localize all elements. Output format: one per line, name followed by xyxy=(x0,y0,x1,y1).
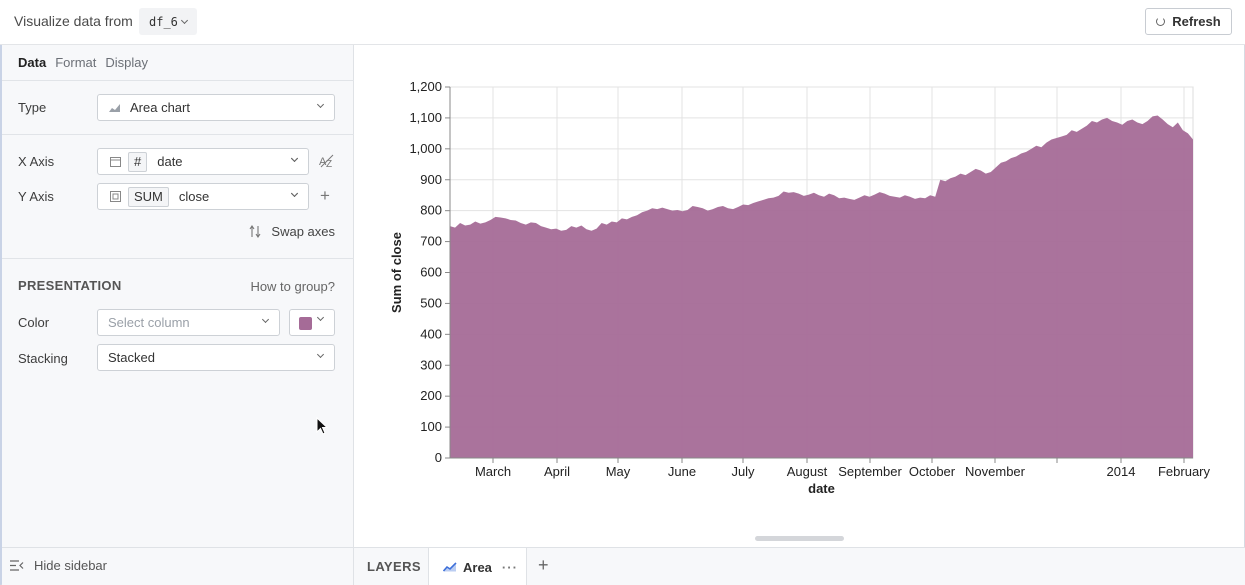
area-chart-icon xyxy=(109,103,120,112)
table-icon xyxy=(108,190,122,204)
color-column-select[interactable]: Select column xyxy=(97,309,280,336)
how-to-group-link[interactable]: How to group? xyxy=(250,279,335,294)
y-tick-label: 900 xyxy=(420,172,442,187)
x-axis-type-chip[interactable]: # xyxy=(128,151,299,172)
tab-data[interactable]: Data xyxy=(18,55,47,70)
swap-axes-button[interactable]: Swap axes xyxy=(249,224,335,239)
y-axis-label: Y Axis xyxy=(18,189,54,204)
sidebar-tabs: Data Format Display xyxy=(18,55,148,70)
y-tick-label: 600 xyxy=(420,265,442,280)
svg-text:Z: Z xyxy=(326,159,332,168)
y-tick-label: 200 xyxy=(420,388,442,403)
chevron-down-icon xyxy=(180,16,188,24)
divider xyxy=(2,134,354,135)
y-tick-label: 800 xyxy=(420,203,442,218)
y-tick-label: 300 xyxy=(420,357,442,372)
divider xyxy=(353,548,354,585)
layers-label: LAYERS xyxy=(367,559,421,574)
calendar-icon xyxy=(108,155,122,169)
sort-az-icon[interactable]: A Z xyxy=(319,154,335,168)
bottom-bar: Hide sidebar LAYERS Area ··· + xyxy=(2,547,1245,585)
x-axis-column: date xyxy=(157,154,183,169)
refresh-button[interactable]: Refresh xyxy=(1145,8,1232,35)
add-series-icon[interactable]: + xyxy=(320,186,330,205)
y-axis-column: close xyxy=(178,189,210,204)
chevron-down-icon xyxy=(316,350,325,359)
line-chart-icon xyxy=(443,562,457,572)
y-tick-label: 1,000 xyxy=(409,141,442,156)
color-column-placeholder: Select column xyxy=(108,315,190,330)
top-bar: Visualize data from df_6 Refresh xyxy=(0,0,1245,45)
x-tick-label: September xyxy=(838,464,902,479)
chevron-down-icon xyxy=(261,315,270,324)
chevron-down-icon xyxy=(290,189,299,198)
y-tick-label: 700 xyxy=(420,234,442,249)
chevron-down-icon xyxy=(316,100,325,109)
dataframe-selector[interactable]: df_6 xyxy=(139,8,197,35)
x-axis-label: X Axis xyxy=(18,154,55,169)
swap-icon xyxy=(249,225,261,238)
more-options-icon[interactable]: ··· xyxy=(501,559,518,575)
x-tick-label: April xyxy=(544,464,570,479)
x-tick-label: June xyxy=(668,464,696,479)
stacking-label: Stacking xyxy=(18,351,68,366)
aggregation-chip[interactable]: SUM xyxy=(128,186,299,207)
x-axis-title: date xyxy=(808,481,835,496)
refresh-label: Refresh xyxy=(1172,14,1221,29)
color-label: Color xyxy=(18,315,50,330)
area-series xyxy=(450,115,1193,458)
stacking-value: Stacked xyxy=(108,350,155,365)
x-tick-label: November xyxy=(965,464,1026,479)
y-axis-title: Sum of close xyxy=(389,232,404,313)
layer-tab-area[interactable]: Area ··· xyxy=(428,548,527,585)
add-layer-icon[interactable]: + xyxy=(538,555,549,575)
x-tick-label: July xyxy=(731,464,755,479)
x-axis-type-symbol: # xyxy=(134,154,142,169)
stacking-select[interactable]: Stacked xyxy=(97,344,335,371)
layer-name: Area xyxy=(463,559,492,575)
y-tick-label: 400 xyxy=(420,326,442,341)
chart-type-value: Area chart xyxy=(130,100,190,115)
page-title: Visualize data from xyxy=(14,13,133,29)
x-tick-label: February xyxy=(1158,464,1211,479)
mouse-cursor-icon xyxy=(316,417,328,435)
x-tick-label: August xyxy=(787,464,828,479)
divider xyxy=(2,80,354,81)
color-swatch xyxy=(299,317,312,330)
y-tick-label: 100 xyxy=(420,419,442,434)
tab-display[interactable]: Display xyxy=(105,55,148,70)
y-tick-label: 500 xyxy=(420,295,442,310)
presentation-heading: PRESENTATION xyxy=(18,278,122,293)
x-tick-label: 2014 xyxy=(1107,464,1136,479)
y-axis-select[interactable]: SUM close xyxy=(97,183,309,210)
svg-text:A: A xyxy=(319,156,327,168)
swap-axes-label: Swap axes xyxy=(271,224,335,239)
x-tick-label: October xyxy=(909,464,956,479)
aggregation-value: SUM xyxy=(134,189,163,204)
type-label: Type xyxy=(18,100,47,115)
refresh-icon xyxy=(1156,17,1166,26)
y-tick-label: 1,200 xyxy=(409,79,442,94)
collapse-sidebar-icon xyxy=(10,560,24,571)
hide-sidebar-label: Hide sidebar xyxy=(34,558,107,573)
chart-type-select[interactable]: Area chart xyxy=(97,94,335,121)
x-tick-label: March xyxy=(475,464,511,479)
sidebar: Data Format Display Type Area chart X Ax… xyxy=(2,45,354,547)
y-tick-label: 1,100 xyxy=(409,110,442,125)
x-tick-label: May xyxy=(606,464,631,479)
color-picker-button[interactable] xyxy=(289,309,335,336)
x-axis-select[interactable]: # date xyxy=(97,148,309,175)
area-chart: 0 100 200 300 400 500 600 700 800 900 1,000 1,100 1,… xyxy=(389,79,1211,496)
chevron-down-icon xyxy=(316,313,325,322)
tab-format[interactable]: Format xyxy=(55,55,97,70)
horizontal-scrollbar[interactable] xyxy=(755,536,844,541)
dataframe-name: df_6 xyxy=(149,14,178,29)
chevron-down-icon xyxy=(290,154,299,163)
hide-sidebar-button[interactable]: Hide sidebar xyxy=(10,558,107,573)
y-tick-label: 0 xyxy=(435,450,442,465)
divider xyxy=(2,258,354,259)
